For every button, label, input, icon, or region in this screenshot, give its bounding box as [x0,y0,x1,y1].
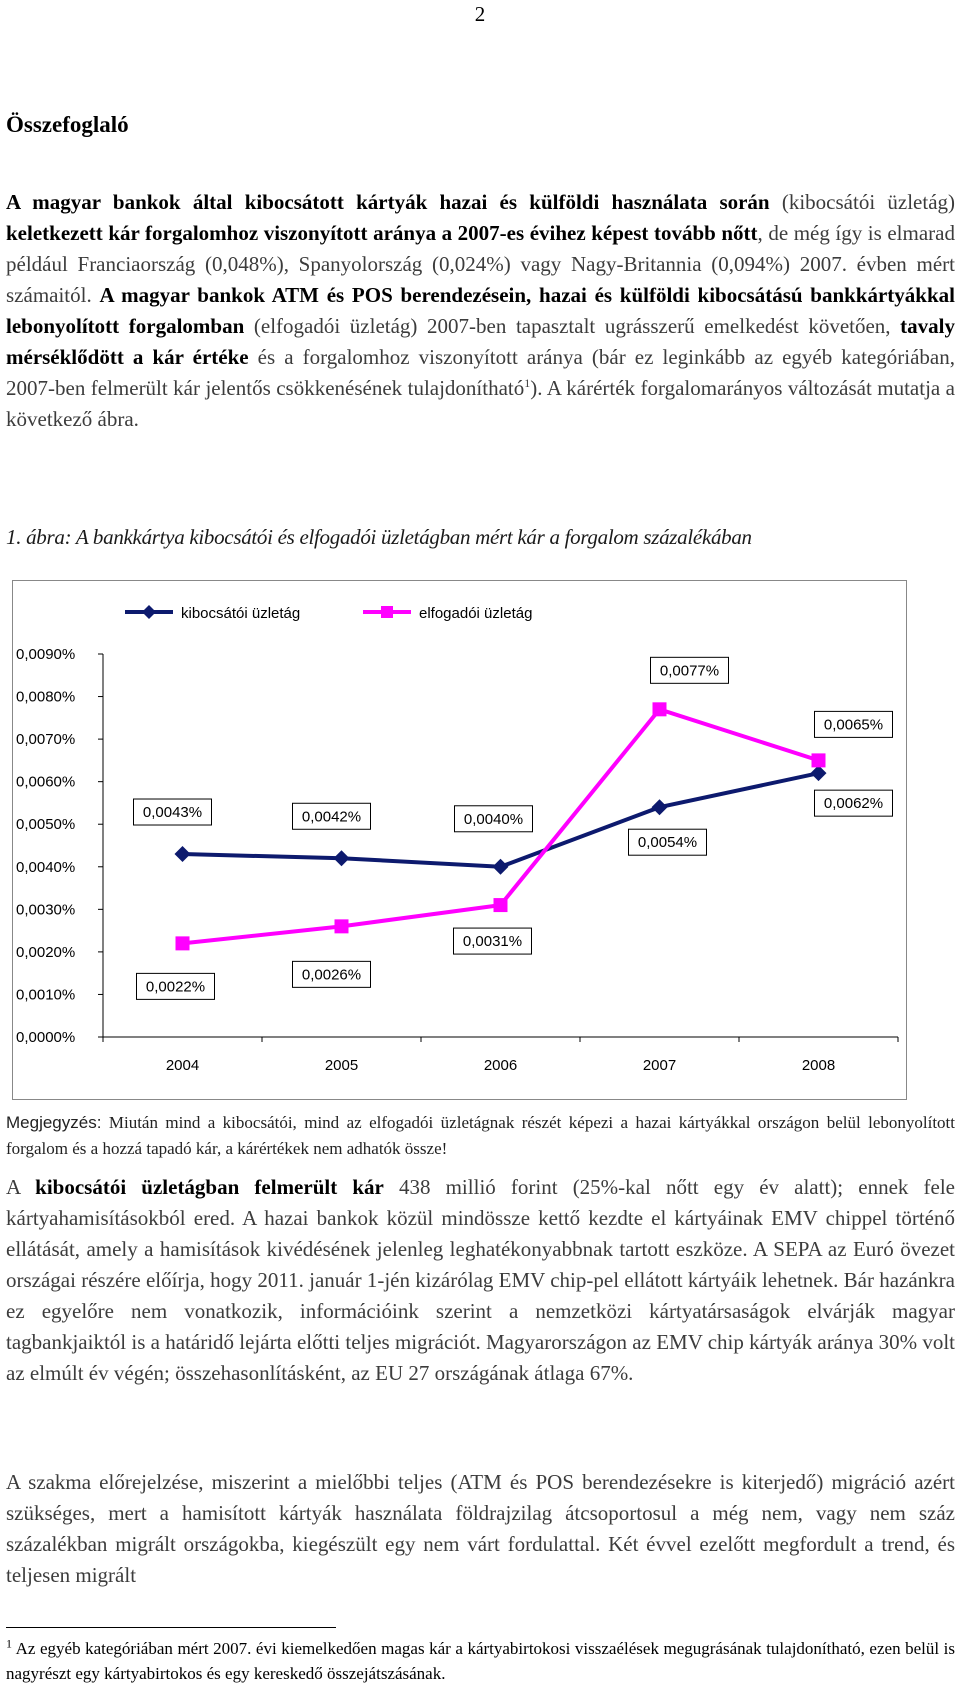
y-tick-label: 0,0090% [16,646,75,663]
y-tick-label: 0,0040% [16,859,75,876]
figure-caption: 1. ábra: A bankkártya kibocsátói és elfo… [6,525,752,549]
data-label-box [814,710,893,738]
data-label-box [292,802,371,830]
data-label: 0,0077% [660,662,719,679]
data-point [652,702,667,717]
footnote-divider [6,1627,336,1628]
y-tick-label: 0,0050% [16,816,75,833]
y-tick-label: 0,0020% [16,944,75,961]
y-tick-label: 0,0010% [16,986,75,1003]
data-point [811,753,826,768]
x-tick-label: 2007 [643,1057,676,1074]
footnote: 1 Az egyéb kategóriában mért 2007. évi k… [6,1636,955,1686]
body-text: (kibocsátói üzletág) [769,190,956,214]
y-tick-label: 0,0060% [16,774,75,791]
data-label: 0,0042% [302,808,361,825]
data-label-box [136,972,215,1000]
data-point [333,850,350,867]
data-label-box [453,927,532,955]
y-tick-label: 0,0070% [16,731,75,748]
legend-label: kibocsátói üzletág [181,605,300,622]
data-label: 0,0040% [464,811,523,828]
data-point [810,765,827,782]
footnote-marker: 1 [6,1636,12,1651]
paragraph-issuer: A kibocsátói üzletágban felmerült kár 43… [6,1172,955,1389]
data-point [174,846,191,863]
data-point [651,799,668,816]
note-label: Megjegyzés: [6,1113,102,1132]
section-heading: Összefoglaló [6,112,129,137]
footnote-reference[interactable]: 1 [524,376,531,390]
legend-marker [142,605,156,619]
body-text: 438 millió forint (25%-kal nőtt egy év a… [6,1175,955,1385]
data-point [493,898,508,913]
emphasis-text: kibocsátói üzletágban felmerült kár [35,1175,384,1199]
page-number: 2 [474,2,486,26]
data-label: 0,0062% [824,795,883,812]
emphasis-text: A magyar bankok ATM és POS berendezésein… [6,283,955,338]
data-point [334,919,349,934]
note-text: Miután mind a kibocsátói, mind az elfoga… [6,1113,955,1158]
data-point [492,858,509,875]
data-label: 0,0031% [463,933,522,950]
body-text: A [6,1175,36,1199]
data-label-box [454,805,533,833]
data-label: 0,0065% [824,716,883,733]
x-tick-label: 2006 [484,1057,517,1074]
body-text: (elfogadói üzletág) 2007-ben tapasztalt … [244,314,901,338]
paragraph-forecast: A szakma előrejelzése, miszerint a mielő… [6,1470,955,1587]
footnote-text: Az egyéb kategóriában mért 2007. évi kie… [6,1639,955,1683]
data-label-box [650,656,729,684]
data-label-box [292,960,371,988]
x-tick-label: 2008 [802,1057,835,1074]
emphasis-text: keletkezett kár forgalomhoz viszonyított… [6,221,758,245]
data-point [175,936,190,951]
paragraph-summary: A magyar bankok által kibocsátott kártyá… [6,187,955,435]
body-text: ). A kárérték forgalomarányos változását… [6,376,955,431]
data-label: 0,0043% [143,804,202,821]
data-label-box [814,789,893,817]
data-label: 0,0022% [146,978,205,995]
data-label-box [628,828,707,856]
emphasis-text: tavaly mérséklődött a kár értéke [6,314,955,369]
x-tick-label: 2005 [325,1057,358,1074]
chart-canvas: 0,0000% 0,0010% 0,0020% 0,0030% 0,0040% 0,005… [16,605,899,1074]
legend-label: elfogadói üzletág [419,605,532,622]
line-chart: 0,0000% 0,0010% 0,0020% 0,0030% 0,0040% 0,005… [12,580,907,1100]
chart-note: Megjegyzés: Miután mind a kibocsátói, mi… [6,1110,955,1162]
data-label: 0,0054% [638,834,697,851]
body-text: , de még így is elmarad például Franciao… [6,221,955,307]
legend-marker [381,606,393,618]
emphasis-text: A magyar bankok által kibocsátott kártyá… [6,190,770,214]
y-tick-label: 0,0030% [16,901,75,918]
y-tick-label: 0,0080% [16,689,75,706]
x-tick-label: 2004 [166,1057,199,1074]
body-text: és a forgalomhoz viszonyított aránya (bá… [6,345,955,400]
data-label-box [133,798,212,826]
y-tick-label: 0,0000% [16,1029,75,1046]
data-label: 0,0026% [302,966,361,983]
